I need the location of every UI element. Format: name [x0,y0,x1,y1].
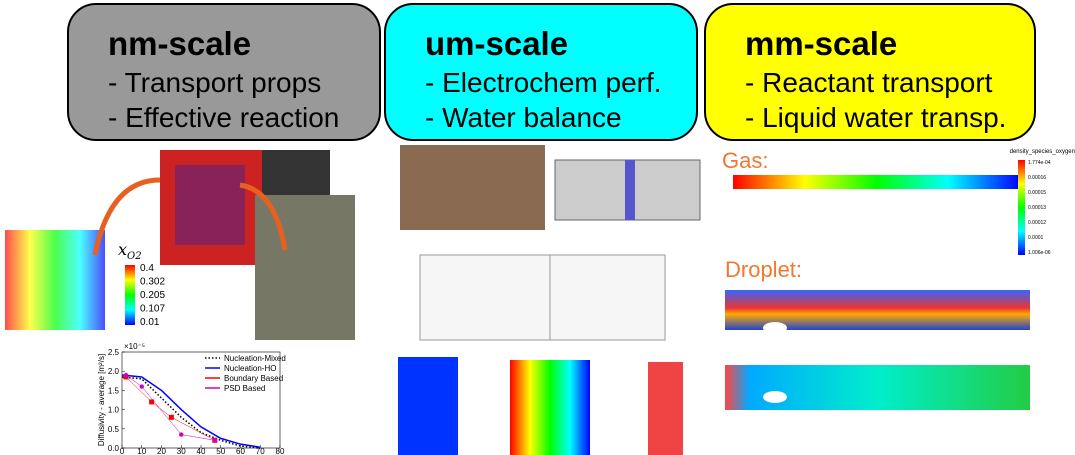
marker [168,414,174,420]
droplet [763,391,787,403]
pore-sketch [262,150,330,195]
marker [123,372,129,378]
pressure-field [725,365,1030,410]
gas-field [733,175,1020,189]
colorbar-tick: 0.00013 [1028,205,1046,211]
colorbar-tick: 0.01 [140,317,160,328]
panel-box [384,3,698,141]
y-tick-label: 0.0 [108,444,120,453]
contour [510,360,590,455]
colorbar-tick: 1.006e-06 [1028,250,1051,256]
colorbar-tick: 0.00016 [1028,175,1046,181]
y-tick-label: 2.5 [108,348,120,357]
panel-title: nm-scale [108,25,251,62]
series-line [125,376,215,441]
panel-box [704,3,1036,141]
gas-label: Gas: [722,148,768,173]
colorbar-tick: 0.107 [140,304,165,315]
polarization-plot [419,254,551,341]
x-tick-label: 60 [236,447,245,455]
panel-item: - Water balance [425,102,622,133]
colorbar-tick: 0.0001 [1028,235,1044,241]
microstructure-cube [160,150,265,265]
marker [212,438,218,443]
colorbar-title: xO2 [118,240,142,262]
contour [398,357,458,455]
x-tick-label: 30 [177,447,186,455]
series-line [125,374,215,441]
arrow [92,177,161,256]
droplet [763,322,787,334]
x-tick-label: 70 [256,447,265,455]
colorbar-tick: 0.205 [140,290,165,301]
legend-label: Boundary Based [224,374,283,383]
y-axis-label: Diffusivity - average [m²/s] [97,354,106,446]
legend-label: PSD Based [224,384,265,393]
panel-item: - Liquid water transp. [745,102,1006,133]
panel-item: - Transport props [108,67,321,98]
legend-label: Nucleation-Mixed [224,354,286,363]
panel-item: - Effective reaction [108,102,339,133]
colorbar [125,265,135,325]
y-tick-label: 1.0 [108,406,120,415]
panel-title: um-scale [425,25,568,62]
marker [179,432,184,437]
colorbar-title: density_species_oxygen [1010,149,1075,155]
panel-item: - Reactant transport [745,67,993,98]
series-line [121,374,261,448]
colorbar-tick: 0.4 [140,263,154,274]
colorbar-tick: 0.00015 [1028,190,1046,196]
x-tick-label: 0 [120,447,125,455]
legend-label: Nucleation-HO [224,364,276,373]
x-tick-label: 20 [157,447,166,455]
y-tick-label: 1.5 [108,386,120,395]
arrow [239,182,288,251]
microstructure-pores [175,165,245,245]
y-tick-label: 2.0 [108,367,120,376]
pore-network [255,195,355,340]
marker [139,384,144,389]
colorbar-tick: 0.00012 [1028,220,1046,226]
colorbar [1018,160,1025,255]
resistance-plot [549,254,666,341]
panel-item: - Electrochem perf. [425,67,662,98]
x-tick-label: 10 [137,447,146,455]
colorbar-tick: 0.302 [140,277,165,288]
contour [648,362,683,455]
y-tick-label: 0.5 [108,425,120,434]
x-tick-label: 50 [216,447,225,455]
membrane [625,160,635,220]
y-multiplier: ×10⁻⁵ [124,342,145,351]
colorbar-tick: 1.774e-04 [1028,160,1051,166]
lab-photo [400,145,545,230]
panel-box [67,3,381,141]
droplet-label: Droplet: [725,257,802,282]
marker [149,399,155,405]
x-tick-label: 40 [197,447,206,455]
x-tick-label: 80 [276,447,285,455]
panel-title: mm-scale [745,25,897,62]
microstructure-render [5,230,105,330]
